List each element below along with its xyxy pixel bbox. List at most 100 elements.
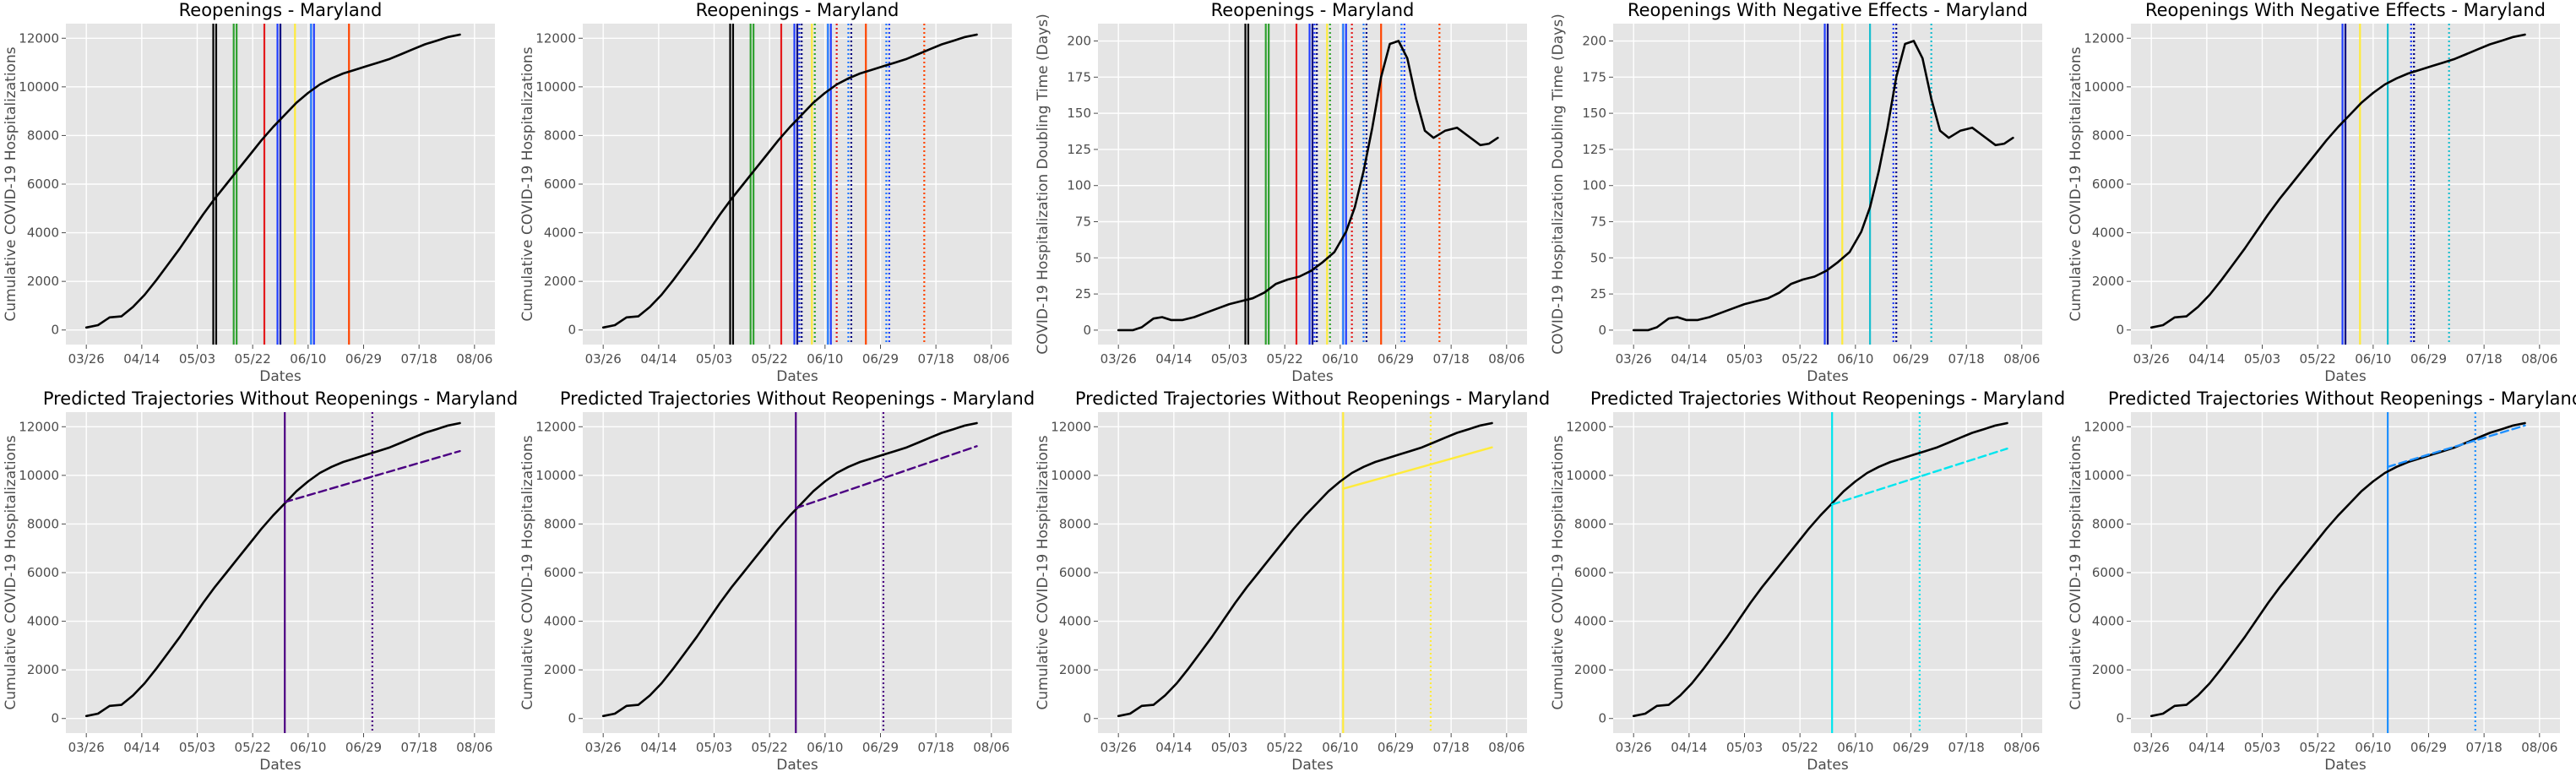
x-tick-label: 04/14 [1671, 740, 1707, 755]
chart-title: Reopenings - Maryland [179, 0, 383, 20]
x-tick-label: 07/18 [2466, 740, 2503, 755]
chart-title: Predicted Trajectories Without Reopening… [1075, 388, 1550, 409]
y-tick-label: 12000 [19, 419, 59, 434]
x-tick-label: 06/10 [1322, 351, 1358, 367]
x-axis-label: Dates [776, 368, 818, 385]
y-tick-label: 10000 [535, 468, 576, 483]
x-tick-label: 05/03 [2244, 351, 2280, 367]
y-tick-label: 8000 [27, 128, 59, 143]
y-tick-label: 125 [1067, 142, 1091, 157]
x-tick-label: 05/22 [2300, 351, 2336, 367]
x-axis-label: Dates [2324, 368, 2367, 385]
y-tick-label: 4000 [27, 225, 59, 241]
plot-marks [1117, 412, 1493, 733]
x-tick-label: 06/10 [2355, 351, 2391, 367]
y-tick-label: 0 [1083, 711, 1091, 726]
y-tick-label: 8000 [1059, 516, 1091, 531]
y-tick-label: 75 [1075, 215, 1091, 230]
chart-title: Predicted Trajectories Without Reopening… [560, 388, 1035, 409]
x-tick-label: 04/14 [1671, 351, 1707, 367]
y-tick-label: 12000 [2084, 419, 2124, 434]
chart-panel-6: 03/26 04/14 05/03 05/22 06/10 06/29 07/18 08/06… [3, 388, 518, 774]
predicted-series-line [2386, 424, 2526, 468]
x-axis-label: Dates [1807, 368, 1849, 385]
x-tick-label: 03/26 [2133, 351, 2170, 367]
x-tick-label: 05/22 [752, 740, 788, 755]
y-tick-label: 8000 [544, 128, 576, 143]
x-tick-label: 04/14 [640, 740, 677, 755]
y-tick-label: 6000 [2092, 177, 2124, 192]
y-tick-label: 175 [1582, 69, 1606, 84]
x-tick-label: 04/14 [2188, 351, 2225, 367]
y-tick-label: 100 [1582, 178, 1606, 193]
y-axis-label: Cumulative COVID-19 Hospitalizations [1035, 435, 1052, 709]
observed-series-line [1117, 421, 1493, 718]
y-tick-label: 4000 [2092, 614, 2124, 629]
x-tick-label: 05/03 [696, 740, 732, 755]
y-tick-label: 2000 [2092, 274, 2124, 289]
x-axis-label: Dates [1291, 757, 1334, 774]
x-tick-label: 07/18 [1948, 351, 1985, 367]
x-tick-label: 07/18 [918, 740, 954, 755]
x-tick-label: 08/06 [456, 351, 492, 367]
predicted-series-line [795, 445, 978, 509]
y-tick-label: 8000 [544, 516, 576, 531]
x-tick-label: 03/26 [68, 351, 105, 367]
x-tick-label: 06/29 [1893, 740, 1929, 755]
x-tick-label: 08/06 [1488, 351, 1524, 367]
x-axis-label: Dates [1291, 368, 1334, 385]
chart-title: Predicted Trajectories Without Reopening… [2108, 388, 2576, 409]
plot-marks [601, 412, 978, 733]
x-tick-label: 07/18 [2466, 351, 2503, 367]
y-tick-label: 100 [1067, 178, 1091, 193]
x-axis-label: Dates [259, 757, 302, 774]
observed-series-line [1632, 40, 2014, 332]
y-tick-label: 10000 [1566, 468, 1606, 483]
x-tick-label: 05/22 [235, 351, 271, 367]
x-tick-label: 06/10 [1837, 740, 1873, 755]
y-tick-label: 6000 [2092, 565, 2124, 580]
y-tick-label: 2000 [27, 662, 59, 677]
x-axis-label: Dates [259, 368, 302, 385]
y-tick-label: 0 [568, 323, 576, 338]
y-tick-label: 8000 [2092, 128, 2124, 143]
y-tick-label: 0 [51, 323, 59, 338]
plot-marks [84, 412, 461, 733]
x-tick-label: 07/18 [918, 351, 954, 367]
y-tick-label: 12000 [1051, 419, 1091, 434]
plot-marks [1632, 24, 2014, 345]
y-tick-label: 50 [1590, 250, 1606, 265]
plot-marks [2149, 412, 2526, 733]
plot-marks [1632, 412, 2008, 733]
x-tick-label: 06/29 [345, 740, 382, 755]
y-tick-label: 150 [1067, 106, 1091, 121]
y-tick-label: 10000 [1051, 468, 1091, 483]
x-tick-label: 06/10 [807, 740, 843, 755]
x-tick-label: 05/22 [752, 351, 788, 367]
chart-title: Predicted Trajectories Without Reopening… [1590, 388, 2065, 409]
y-tick-label: 125 [1582, 142, 1606, 157]
x-tick-label: 05/22 [1267, 740, 1303, 755]
y-tick-label: 0 [568, 711, 576, 726]
x-tick-label: 03/26 [1101, 740, 1137, 755]
x-tick-label: 04/14 [1155, 351, 1192, 367]
x-tick-label: 06/29 [1378, 740, 1414, 755]
x-axis-label: Dates [776, 757, 818, 774]
y-axis-label: Cumulative COVID-19 Hospitalizations [2068, 46, 2084, 321]
y-tick-label: 4000 [544, 614, 576, 629]
predicted-series-line [284, 449, 461, 503]
x-tick-label: 03/26 [585, 740, 622, 755]
y-tick-label: 2000 [2092, 662, 2124, 677]
x-tick-label: 08/06 [2003, 740, 2040, 755]
x-tick-label: 04/14 [123, 740, 160, 755]
x-axis-label: Dates [2324, 757, 2367, 774]
y-tick-label: 2000 [1574, 662, 1606, 677]
y-tick-label: 150 [1582, 106, 1606, 121]
chart-panel-2: 03/26 04/14 05/03 05/22 06/10 06/29 07/18 08/06… [519, 0, 1012, 385]
y-tick-label: 4000 [1574, 614, 1606, 629]
y-tick-label: 0 [1083, 323, 1091, 338]
x-tick-label: 06/10 [290, 351, 326, 367]
y-tick-label: 25 [1590, 286, 1606, 302]
y-tick-label: 0 [2116, 323, 2124, 338]
